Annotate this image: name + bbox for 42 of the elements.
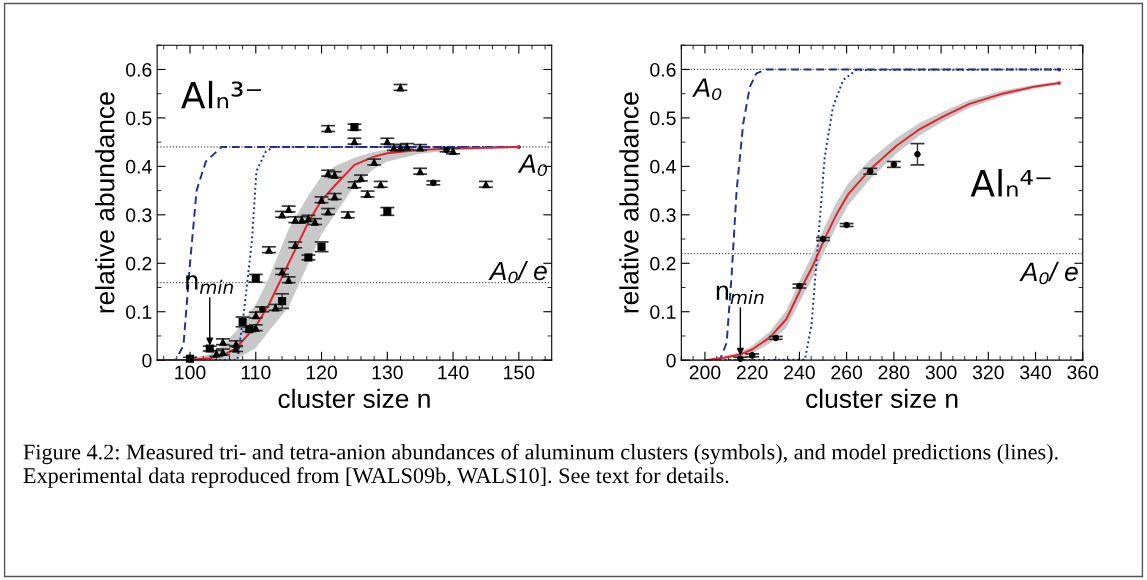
x-tick-label: 240 — [784, 365, 815, 380]
x-tick-label: 100 — [175, 365, 206, 380]
x-tick-label: 280 — [878, 365, 910, 380]
x-tick-label: 300 — [925, 365, 957, 380]
y-tick-label: 0.3 — [650, 208, 676, 223]
x-tick-label: 260 — [831, 365, 863, 380]
x-tick-label: 110 — [241, 365, 271, 380]
y-tick-label: 0.5 — [126, 111, 152, 126]
x-axis-title: cluster size n — [806, 388, 958, 409]
annotation: n$_{min}$ — [716, 285, 764, 304]
y-tick-label: 0.6 — [126, 62, 152, 77]
caption: Figure 4.2: Measured tri- and tetra-anion abundances of aluminum clusters (symbols), and model predictions (lines). Experimental data reproduced from [WALS09b, WALS10]. See text for details. — [23, 443, 1058, 488]
y-axis-title: relative abundance — [619, 92, 639, 313]
ref-line-label: A₀ — [692, 78, 722, 101]
x-tick-label: 220 — [736, 365, 768, 380]
y-tick-label: 0 — [142, 353, 152, 368]
x-axis-title: cluster size n — [278, 388, 430, 409]
y-tick-label: 0.4 — [650, 159, 676, 174]
y-tick-label: 0.3 — [126, 208, 152, 223]
y-axis-title: relative abundance — [95, 92, 115, 313]
y-tick-label: 0.1 — [650, 305, 676, 319]
x-tick-label: 360 — [1067, 365, 1099, 380]
y-tick-label: 0.4 — [126, 159, 152, 174]
x-tick-label: 200 — [689, 365, 721, 380]
x-tick-label: 340 — [1020, 365, 1051, 380]
annotation: n$_{min}$ — [186, 275, 233, 294]
ref-line-label: A₀ — [517, 154, 548, 177]
y-tick-label: 0.5 — [650, 111, 676, 126]
y-tick-label: 0.1 — [126, 305, 152, 319]
y-tick-label: 0.2 — [650, 256, 676, 271]
x-tick-label: 150 — [504, 365, 535, 380]
x-tick-label: 140 — [438, 365, 469, 380]
y-tick-label: 0.2 — [126, 256, 152, 271]
y-tick-label: 0 — [666, 353, 676, 368]
x-tick-label: 320 — [972, 365, 1004, 380]
y-tick-label: 0.6 — [650, 62, 676, 77]
annotation: Alₙ⁴⁻ — [970, 168, 1051, 197]
ref-line-label: A₀/ e — [488, 260, 547, 284]
annotation: Alₙ³⁻ — [181, 80, 262, 109]
x-tick-label: 130 — [372, 365, 403, 380]
ref-line-label: A₀/ e — [1019, 261, 1078, 285]
x-tick-label: 120 — [306, 365, 337, 380]
